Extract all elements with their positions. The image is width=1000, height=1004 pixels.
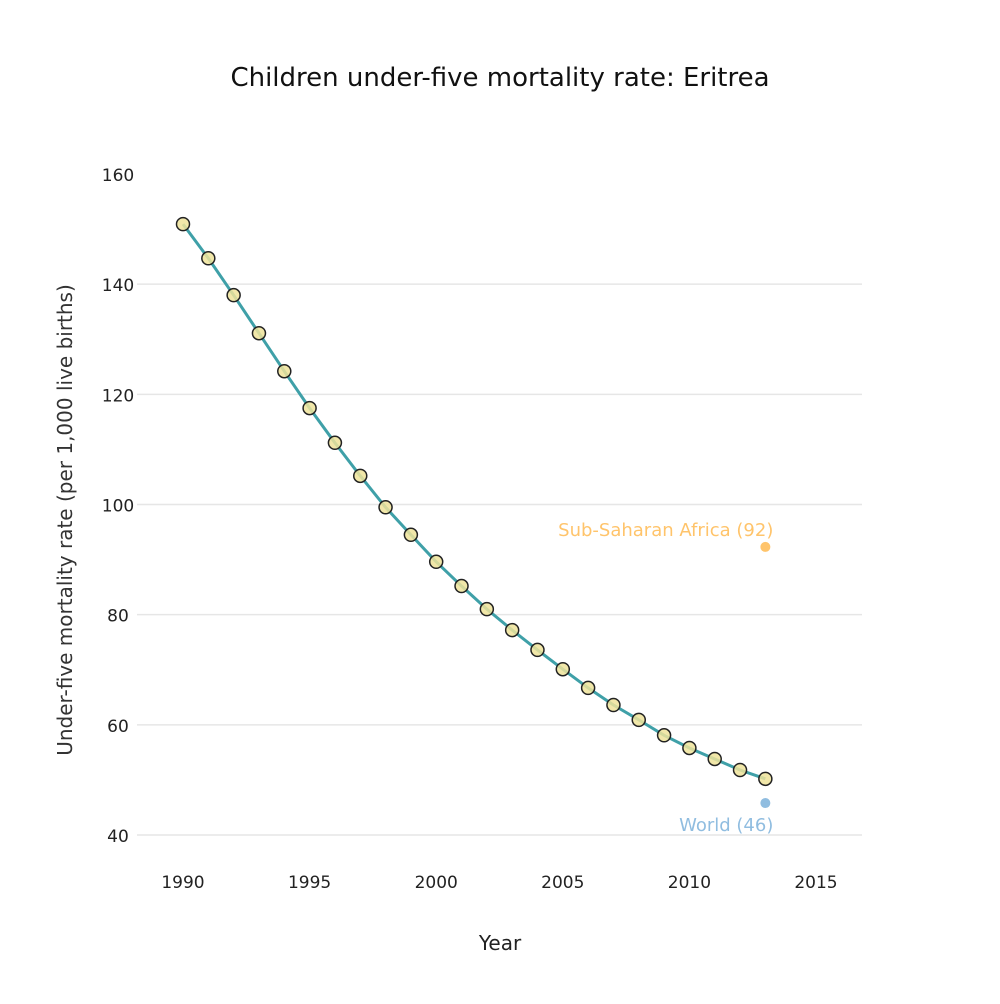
data-point <box>352 468 368 484</box>
chart-title: Children under-five mortality rate: Erit… <box>230 63 769 93</box>
data-point <box>277 363 292 379</box>
x-tick-label: 2000 <box>415 873 458 893</box>
y-tick-label: 80 <box>107 607 129 627</box>
data-point <box>327 435 343 451</box>
data-point <box>631 712 647 728</box>
data-point <box>454 578 469 594</box>
data-point <box>758 771 773 787</box>
data-point <box>302 400 317 416</box>
data-point <box>656 728 672 743</box>
y-axis-label: Under-five mortality rate (per 1,000 liv… <box>53 284 77 756</box>
data-point <box>428 554 444 570</box>
y-tick-label: 160 <box>102 166 134 186</box>
x-tick-label: 2010 <box>668 873 711 893</box>
data-point <box>403 527 419 543</box>
data-point <box>504 622 520 638</box>
data-point <box>378 500 393 515</box>
data-point <box>530 642 545 658</box>
data-point <box>555 661 571 677</box>
y-tick-label: 60 <box>107 717 129 737</box>
x-tick-label: 2005 <box>541 873 584 893</box>
data-point <box>479 601 495 617</box>
reference-point <box>760 798 771 809</box>
data-point <box>707 751 722 767</box>
data-point <box>732 762 748 778</box>
y-tick-label: 140 <box>102 276 134 296</box>
data-point <box>201 251 216 266</box>
x-tick-label: 2015 <box>794 873 837 893</box>
x-axis-label: Year <box>478 931 522 955</box>
reference-label: Sub-Saharan Africa (92) <box>558 520 773 541</box>
y-tick-label: 100 <box>102 497 134 517</box>
data-point <box>606 697 621 713</box>
data-point <box>226 287 241 303</box>
y-tick-label: 120 <box>102 386 134 406</box>
data-point <box>175 216 191 232</box>
series-line <box>181 223 766 781</box>
data-point <box>580 680 596 696</box>
x-tick-label: 1990 <box>161 873 204 893</box>
y-tick-label: 40 <box>107 827 129 847</box>
data-point <box>251 325 267 341</box>
data-point <box>682 740 697 756</box>
reference-point <box>760 541 771 552</box>
reference-label: World (46) <box>679 815 773 836</box>
x-tick-label: 1995 <box>288 873 331 893</box>
